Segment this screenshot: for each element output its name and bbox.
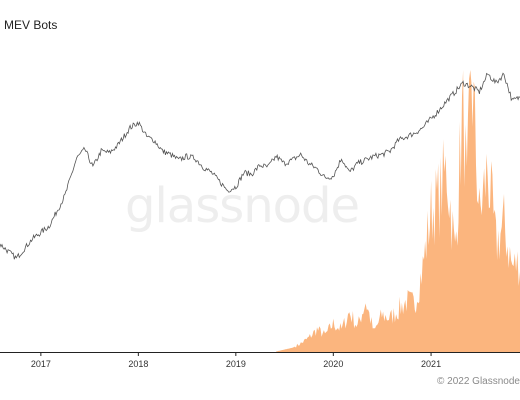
x-axis-ticks: 2017 2018 2019 2020 2021 — [31, 352, 441, 369]
x-tick-label-2020: 2020 — [323, 359, 343, 369]
line-series-layer — [0, 72, 520, 260]
chart-title: MEV Bots — [4, 18, 58, 32]
x-tick-label-2021: 2021 — [421, 359, 441, 369]
copyright-notice: © 2022 Glassnode — [437, 376, 520, 387]
watermark-text: glassnode — [125, 178, 359, 234]
area-series-layer — [276, 70, 520, 352]
line-series-path — [0, 72, 520, 260]
area-series-path — [276, 70, 520, 352]
x-tick-label-2018: 2018 — [128, 359, 148, 369]
x-tick-label-2019: 2019 — [226, 359, 246, 369]
x-tick-label-2017: 2017 — [31, 359, 51, 369]
